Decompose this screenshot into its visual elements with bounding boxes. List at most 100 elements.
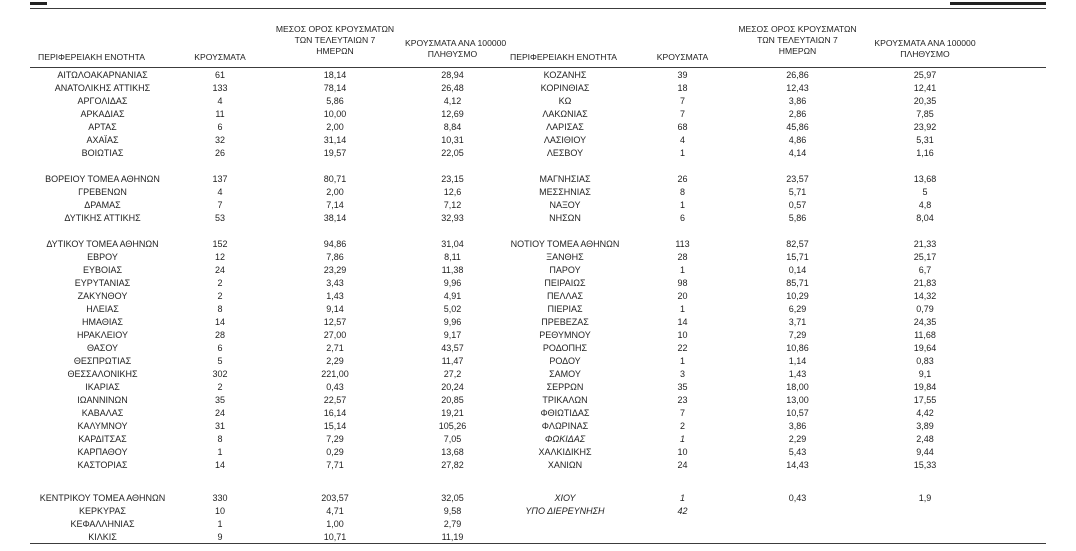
header-per100k-left: ΚΡΟΥΣΜΑΤΑ ΑΝΑ 100000 ΠΛΗΘΥΣΜΟ (405, 38, 506, 60)
avg7-cell-left: 5,86 (326, 95, 344, 106)
cases-cell-left: 1 (217, 446, 223, 457)
region-cell-right: ΠΙΕΡΙΑΣ (547, 303, 583, 314)
per100k-cell-right: 8,04 (916, 212, 934, 223)
per100k-cell-left: 22,05 (441, 147, 464, 158)
per100k-cell-right: 12,41 (913, 82, 937, 93)
avg7-cell-left: 78,14 (323, 82, 347, 93)
avg7-cell-left: 7,71 (326, 459, 344, 470)
avg7-cell-left: 7,14 (326, 199, 344, 210)
header-region-right: ΠΕΡΙΦΕΡΕΙΑΚΗ ΕΝΟΤΗΤΑ (510, 52, 617, 62)
region-cell-right: ΦΩΚΙΔΑΣ (544, 433, 586, 444)
table-row: ΘΕΣΠΡΩΤΙΑΣ 5 2,29 11,47 ΡΟΔΟΥ 1 1,14 0,83 (30, 354, 1046, 367)
cases-cell-left: 4 (217, 95, 223, 106)
region-cell-left: ΑΡΤΑΣ (88, 121, 117, 132)
cases-cell-right: 1 (679, 492, 685, 503)
region-cell-left: ΖΑΚΥΝΘΟΥ (77, 290, 128, 301)
per100k-cell-left: 20,85 (441, 394, 464, 405)
avg7-cell-right: 10,57 (786, 407, 809, 418)
per100k-cell-left: 12,69 (441, 108, 464, 119)
cases-cell-right: 10 (677, 446, 688, 457)
per100k-cell-right: 6,7 (918, 264, 932, 275)
per100k-cell-right: 23,92 (913, 121, 937, 132)
region-cell-right: ΤΡΙΚΑΛΩΝ (542, 394, 588, 405)
region-cell-left: ΚΑΡΠΑΘΟΥ (77, 446, 128, 457)
region-cell-right: ΣΑΜΟΥ (549, 368, 581, 379)
region-cell-left: ΕΒΡΟΥ (87, 251, 118, 262)
cases-cell-right: 1 (679, 264, 685, 275)
avg7-cell-right: 23,57 (786, 173, 809, 184)
header-cases-right: ΚΡΟΥΣΜΑΤΑ (656, 52, 709, 62)
avg7-cell-left: 23,29 (323, 264, 347, 275)
region-cell-left: ΚΑΡΔΙΤΣΑΣ (78, 433, 127, 444)
per100k-cell-left: 20,24 (441, 381, 464, 392)
per100k-cell-left: 32,93 (441, 212, 464, 223)
avg7-cell-right: 3,71 (788, 316, 807, 327)
avg7-cell-left: 4,71 (326, 505, 344, 516)
per100k-cell-left: 2,79 (443, 518, 462, 529)
cases-cell-left: 302 (212, 368, 228, 379)
cases-cell-left: 24 (214, 407, 225, 418)
cases-cell-right: 23 (677, 394, 688, 405)
table-row: ΗΛΕΙΑΣ 8 9,14 5,02 ΠΙΕΡΙΑΣ 1 6,29 0,79 (30, 302, 1046, 315)
per100k-cell-left: 11,19 (441, 531, 464, 542)
region-cell-left: ΓΡΕΒΕΝΩΝ (78, 186, 127, 197)
avg7-cell-left: 27,00 (323, 329, 347, 340)
header-avg7-left-line2: ΤΩΝ ΤΕΛΕΥΤΑΙΩΝ 7 (294, 35, 376, 45)
table-row: ΚΕΝΤΡΙΚΟΥ ΤΟΜΕΑ ΑΘΗΝΩΝ 330 203,57 32,05 ΧΙΟΥ… (30, 491, 1046, 504)
header-avg7-left-line3: ΗΜΕΡΩΝ (316, 46, 354, 56)
per100k-cell-right: 1,9 (918, 492, 932, 503)
per100k-cell-left: 9,96 (443, 277, 462, 288)
per100k-cell-left: 9,58 (443, 505, 462, 516)
avg7-cell-left: 221,00 (321, 368, 349, 379)
region-cell-left: ΔΥΤΙΚΟΥ ΤΟΜΕΑ ΑΘΗΝΩΝ (46, 238, 159, 249)
region-cell-right: ΧΑΝΙΩΝ (547, 459, 583, 470)
avg7-cell-left: 15,14 (323, 420, 347, 431)
avg7-cell-left: 7,29 (326, 433, 344, 444)
cases-cell-left: 32 (214, 134, 225, 145)
region-cell-left: ΘΕΣΠΡΩΤΙΑΣ (73, 355, 132, 366)
cases-cell-right: 4 (679, 134, 685, 145)
avg7-cell-right: 10,86 (786, 342, 809, 353)
avg7-cell-right: 2,86 (788, 108, 807, 119)
region-cell-right: ΠΑΡΟΥ (549, 264, 581, 275)
cases-cell-right: 2 (679, 420, 685, 431)
region-cell-right: ΛΑΣΙΘΙΟΥ (543, 134, 587, 145)
avg7-cell-left: 10,71 (323, 531, 347, 542)
avg7-cell-left: 16,14 (323, 407, 347, 418)
region-cell-right: ΧΑΛΚΙΔΙΚΗΣ (538, 446, 592, 457)
avg7-cell-right: 5,43 (788, 446, 807, 457)
table-row: ΚΑΡΔΙΤΣΑΣ 8 7,29 7,05 ΦΩΚΙΔΑΣ 1 2,29 2,48 (30, 432, 1046, 445)
region-cell-left: ΔΥΤΙΚΗΣ ΑΤΤΙΚΗΣ (64, 212, 141, 223)
avg7-cell-right: 7,29 (788, 329, 807, 340)
region-cell-right: ΚΩ (558, 95, 572, 106)
per100k-cell-right: 13,68 (913, 173, 937, 184)
table-row: ΔΥΤΙΚΟΥ ΤΟΜΕΑ ΑΘΗΝΩΝ 152 94,86 31,04 ΝΟΤΙΟΥ … (30, 237, 1046, 250)
cases-cell-right: 1 (679, 355, 685, 366)
avg7-cell-right: 6,29 (788, 303, 807, 314)
cases-cell-right: 8 (679, 186, 685, 197)
region-cell-right: ΝΟΤΙΟΥ ΤΟΜΕΑ ΑΘΗΝΩΝ (510, 238, 620, 249)
avg7-cell-left: 9,14 (326, 303, 344, 314)
per100k-cell-left: 9,96 (443, 316, 462, 327)
cases-cell-right: 18 (677, 82, 688, 93)
header-per100k-right: ΚΡΟΥΣΜΑΤΑ ΑΝΑ 100000 ΠΛΗΘΥΣΜΟ (860, 38, 990, 60)
avg7-cell-left: 0,29 (326, 446, 344, 457)
header-avg7-left: ΜΕΣΟΣ ΟΡΟΣ ΚΡΟΥΣΜΑΤΩΝ ΤΩΝ ΤΕΛΕΥΤΑΙΩΝ 7 Η… (265, 24, 405, 57)
region-cell-left: ΗΛΕΙΑΣ (86, 303, 119, 314)
top-border-right-segment (950, 2, 1046, 5)
region-cell-left: ΑΡΚΑΔΙΑΣ (80, 108, 125, 119)
table-row: ΚΑΛΥΜΝΟΥ 31 15,14 105,26 ΦΛΩΡΙΝΑΣ 2 3,86 3,89 (30, 419, 1046, 432)
avg7-cell-left: 3,43 (326, 277, 344, 288)
cases-cell-right: 1 (679, 199, 685, 210)
per100k-cell-right: 21,33 (913, 238, 937, 249)
cases-cell-right: 7 (679, 407, 685, 418)
table-row: ΖΑΚΥΝΘΟΥ 2 1,43 4,91 ΠΕΛΛΑΣ 20 10,29 14,32 (30, 289, 1046, 302)
avg7-cell-right: 26,86 (786, 69, 809, 80)
table-row: ΒΟΙΩΤΙΑΣ 26 19,57 22,05 ΛΕΣΒΟΥ 1 4,14 1,16 (30, 146, 1046, 159)
region-cell-right: ΜΕΣΣΗΝΙΑΣ (539, 186, 591, 197)
table-row: ΚΙΛΚΙΣ 9 10,71 11,19 (30, 530, 1046, 543)
per100k-cell-right: 5 (922, 186, 928, 197)
cases-cell-left: 14 (214, 459, 225, 470)
avg7-cell-left: 31,14 (323, 134, 347, 145)
per100k-cell-left: 105,26 (438, 420, 467, 431)
